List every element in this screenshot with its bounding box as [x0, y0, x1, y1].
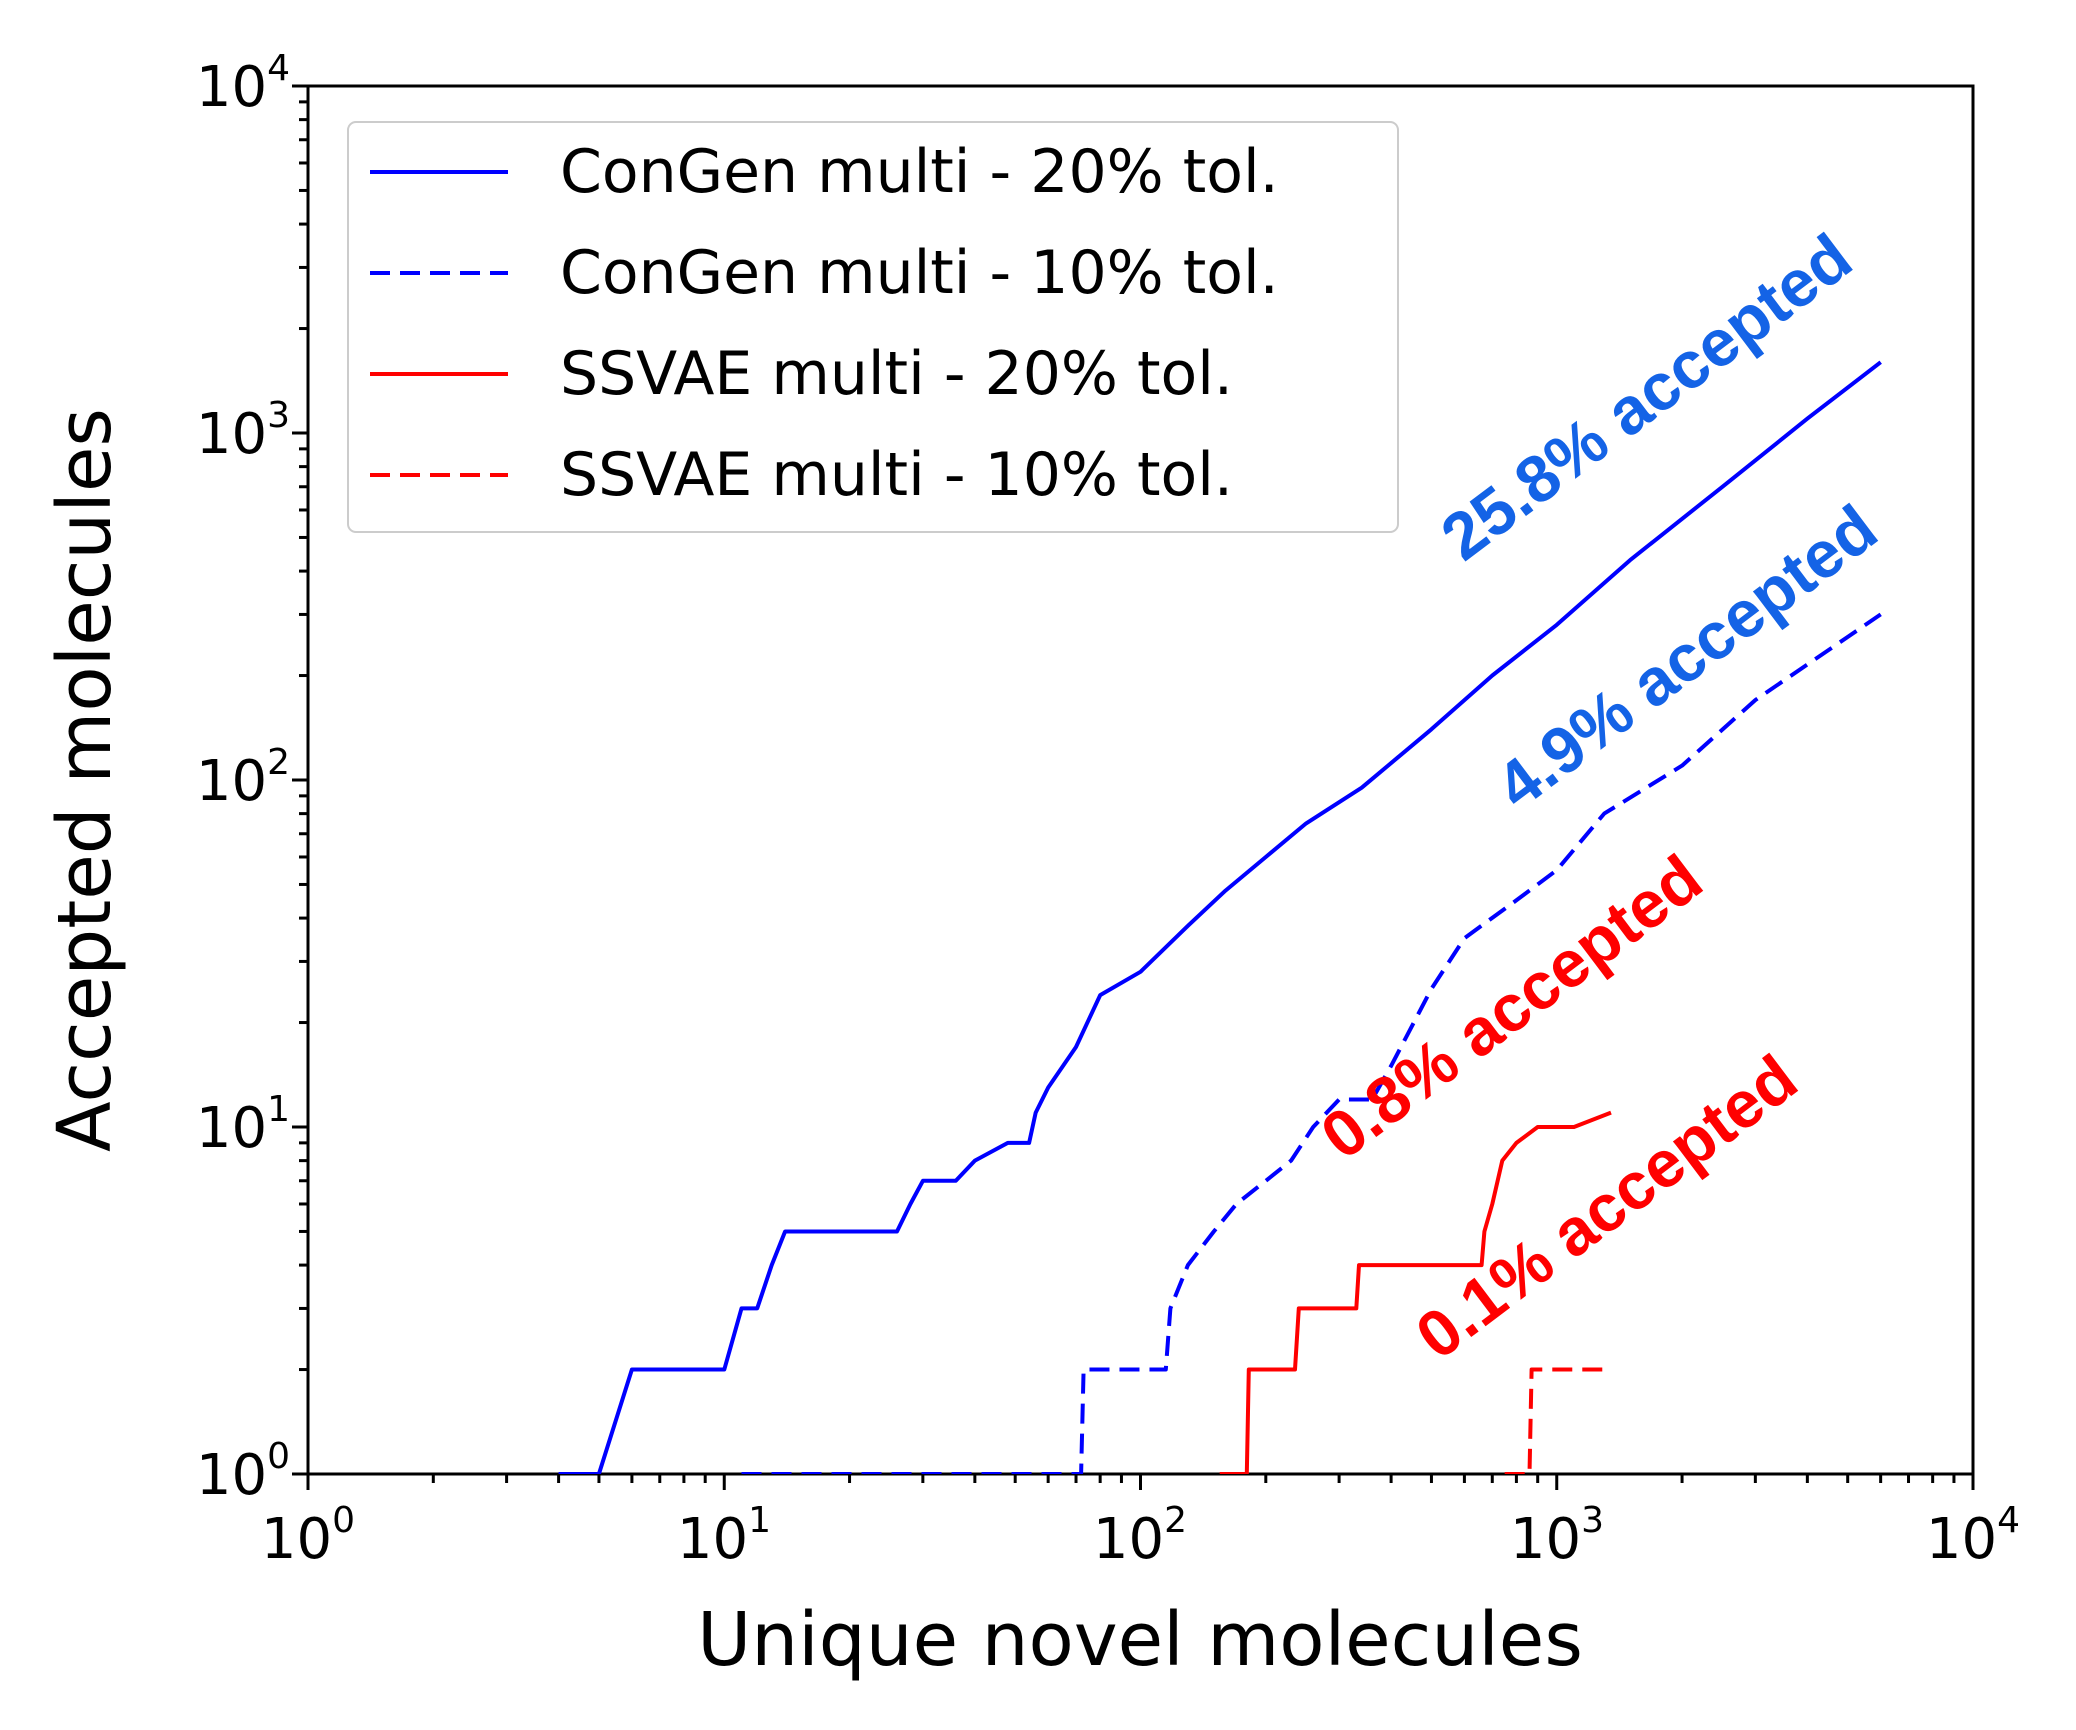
x-tick-label-3: 103 — [1510, 1500, 1604, 1572]
y-axis-title: Accepted molecules — [42, 408, 128, 1152]
x-axis-title: Unique novel molecules — [697, 1597, 1583, 1683]
x-tick-label-4: 104 — [1926, 1500, 2020, 1572]
series-layer — [558, 360, 1882, 1474]
annotation-ssvae-10: 0.1% accepted — [1402, 1040, 1810, 1373]
y-tick-label-4: 104 — [196, 48, 290, 120]
annotation-congen-10: 4.9% accepted — [1482, 490, 1890, 823]
legend-box — [347, 121, 1399, 533]
y-tick-label-2: 102 — [196, 742, 290, 814]
series-line-congen-10 — [741, 612, 1882, 1474]
y-tick-label-1: 101 — [196, 1089, 290, 1161]
series-line-ssvae-20 — [1219, 1110, 1612, 1474]
legend: ConGen multi - 20% tol. ConGen multi - 1… — [347, 121, 1399, 533]
x-tick-label-0: 100 — [261, 1500, 355, 1572]
legend-label-congen-20: ConGen multi - 20% tol. — [560, 137, 1279, 207]
legend-label-congen-10: ConGen multi - 10% tol. — [560, 238, 1279, 308]
legend-label-ssvae-20: SSVAE multi - 20% tol. — [560, 339, 1233, 409]
y-tick-label-0: 100 — [196, 1436, 290, 1508]
legend-label-ssvae-10: SSVAE multi - 10% tol. — [560, 440, 1233, 510]
x-tick-label-1: 101 — [677, 1500, 771, 1572]
minor-ticks — [299, 100, 1956, 1483]
annotation-congen-20: 25.8% accepted — [1428, 219, 1865, 574]
x-tick-labels: 100 101 102 103 104 — [261, 1500, 2020, 1572]
y-tick-labels: 100 101 102 103 104 — [196, 48, 290, 1508]
series-line-congen-20 — [558, 360, 1882, 1474]
y-tick-label-3: 103 — [196, 395, 290, 467]
series-line-ssvae-10 — [1504, 1367, 1611, 1474]
x-tick-label-2: 102 — [1093, 1500, 1187, 1572]
major-ticks — [292, 84, 1975, 1490]
